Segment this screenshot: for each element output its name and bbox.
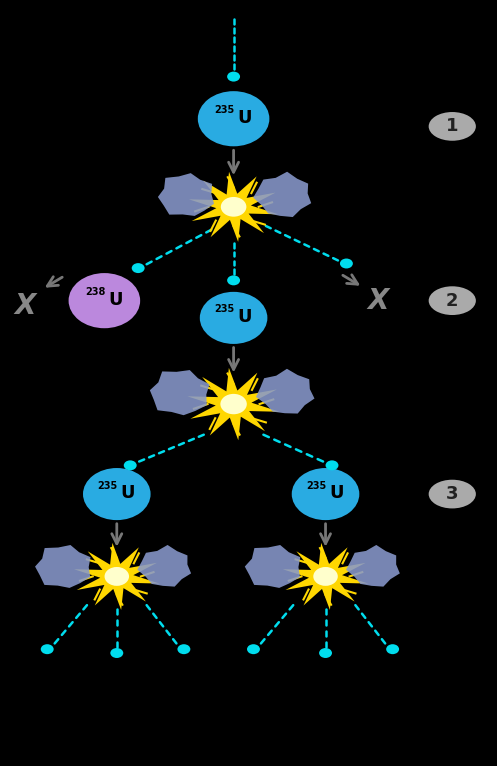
Text: 235: 235 bbox=[215, 304, 235, 315]
Text: X: X bbox=[367, 286, 389, 315]
Polygon shape bbox=[189, 172, 278, 242]
Text: 235: 235 bbox=[307, 480, 327, 491]
Ellipse shape bbox=[428, 112, 476, 141]
Polygon shape bbox=[253, 172, 311, 217]
Ellipse shape bbox=[428, 480, 476, 509]
Circle shape bbox=[386, 644, 399, 654]
Circle shape bbox=[227, 276, 240, 286]
Polygon shape bbox=[150, 370, 209, 415]
Polygon shape bbox=[74, 543, 160, 610]
Circle shape bbox=[177, 644, 190, 654]
Text: U: U bbox=[329, 484, 344, 502]
Circle shape bbox=[220, 394, 247, 414]
Text: X: X bbox=[14, 293, 36, 320]
Text: 235: 235 bbox=[215, 105, 235, 116]
Circle shape bbox=[83, 468, 151, 520]
Text: U: U bbox=[237, 308, 252, 326]
Text: U: U bbox=[108, 291, 123, 309]
Circle shape bbox=[198, 91, 269, 146]
Circle shape bbox=[124, 460, 137, 470]
Text: U: U bbox=[237, 109, 252, 127]
Polygon shape bbox=[35, 545, 90, 588]
Polygon shape bbox=[256, 368, 315, 414]
Polygon shape bbox=[137, 545, 191, 587]
Circle shape bbox=[110, 648, 123, 658]
Polygon shape bbox=[283, 543, 368, 610]
Polygon shape bbox=[245, 545, 300, 588]
Text: 238: 238 bbox=[85, 287, 105, 297]
Circle shape bbox=[41, 644, 54, 654]
Circle shape bbox=[292, 468, 359, 520]
Circle shape bbox=[132, 264, 145, 273]
Circle shape bbox=[104, 567, 129, 586]
Text: U: U bbox=[120, 484, 135, 502]
Text: 235: 235 bbox=[98, 480, 118, 491]
Circle shape bbox=[69, 273, 140, 329]
Circle shape bbox=[247, 644, 260, 654]
Text: 2: 2 bbox=[446, 292, 459, 309]
Circle shape bbox=[326, 460, 338, 470]
Polygon shape bbox=[158, 173, 214, 216]
Ellipse shape bbox=[428, 286, 476, 315]
Text: 3: 3 bbox=[446, 485, 459, 503]
Circle shape bbox=[313, 567, 338, 586]
Circle shape bbox=[200, 292, 267, 344]
Circle shape bbox=[227, 71, 240, 82]
Text: 1: 1 bbox=[446, 117, 459, 136]
Circle shape bbox=[319, 648, 332, 658]
Circle shape bbox=[340, 259, 353, 269]
Polygon shape bbox=[187, 368, 280, 440]
Circle shape bbox=[221, 197, 247, 217]
Polygon shape bbox=[346, 545, 400, 587]
